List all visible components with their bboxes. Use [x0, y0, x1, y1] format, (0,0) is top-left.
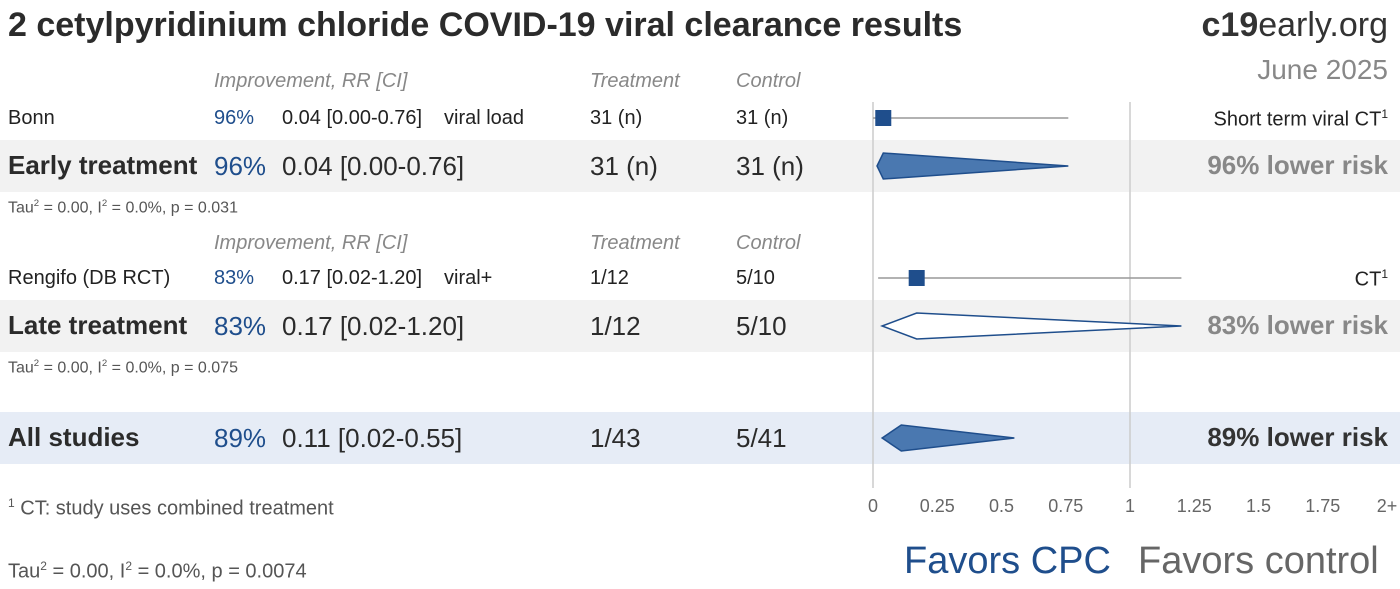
study-name[interactable]: Bonn — [8, 107, 55, 129]
study-outcome-label: CT1 — [1354, 267, 1388, 291]
study-rr: 0.17 [0.02-1.20] — [282, 267, 423, 289]
x-tick-label: 0.5 — [989, 496, 1014, 516]
group-rr: 0.11 [0.02-0.55] — [282, 423, 463, 453]
study-treatment: 1/12 — [590, 267, 629, 289]
group-stats: Tau2 = 0.00, I2 = 0.0%, p = 0.031 — [8, 198, 238, 217]
group-name-late: Late treatment — [8, 310, 188, 340]
study-outcome: viral load — [444, 107, 525, 129]
page-title: 2 cetylpyridinium chloride COVID-19 vira… — [8, 6, 963, 44]
x-tick-label: 0.25 — [920, 496, 955, 516]
study-outcome-label: Short term viral CT1 — [1213, 107, 1389, 131]
pooled-diamond — [880, 312, 1182, 340]
x-tick-label: 0.75 — [1048, 496, 1083, 516]
point-estimate-square — [875, 110, 892, 126]
brand-logo[interactable]: c19early.org — [1202, 6, 1389, 45]
group-risk: 89% lower risk — [1207, 422, 1388, 452]
point-estimate-square — [908, 270, 925, 286]
study-control: 31 (n) — [736, 107, 789, 129]
x-tick-label: 0 — [868, 496, 878, 516]
study-rr: 0.04 [0.00-0.76] — [282, 107, 423, 129]
group-risk: 83% lower risk — [1207, 310, 1388, 340]
brand-bold: c19 — [1201, 6, 1259, 44]
col-header-control: Control — [736, 232, 801, 254]
col-header-improvement: Improvement, RR [CI] — [214, 70, 408, 92]
footnote: 1 CT: study uses combined treatment — [8, 496, 334, 520]
early-band — [0, 140, 1400, 192]
group-rr: 0.17 [0.02-1.20] — [282, 311, 465, 341]
group-rr: 0.04 [0.00-0.76] — [282, 151, 465, 181]
pooled-diamond — [880, 424, 1015, 452]
group-risk: 96% lower risk — [1207, 150, 1388, 180]
group-control: 31 (n) — [736, 151, 804, 181]
favors-treatment-label: Favors CPC — [904, 540, 1111, 582]
brand-rest: early.org — [1258, 6, 1388, 44]
group-improvement: 89% — [214, 423, 267, 453]
date-label: June 2025 — [1257, 54, 1388, 85]
x-tick-label: 2+ — [1377, 496, 1398, 516]
study-outcome: viral+ — [444, 267, 493, 289]
overall-stats: Tau2 = 0.00, I2 = 0.0%, p = 0.0074 — [8, 559, 307, 583]
pooled-diamond — [876, 152, 1069, 180]
col-header-treatment: Treatment — [590, 232, 680, 254]
col-header-control: Control — [736, 70, 801, 92]
x-tick-label: 1.5 — [1246, 496, 1271, 516]
group-improvement: 96% — [214, 151, 267, 181]
group-name-all: All studies — [8, 422, 140, 452]
study-treatment: 31 (n) — [590, 107, 643, 129]
group-stats: Tau2 = 0.00, I2 = 0.0%, p = 0.075 — [8, 358, 238, 377]
group-name-early: Early treatment — [8, 150, 198, 180]
group-treatment: 1/43 — [590, 423, 641, 453]
group-improvement: 83% — [214, 311, 267, 341]
all-band — [0, 412, 1400, 464]
favors-control-label: Favors control — [1138, 540, 1379, 582]
x-tick-label: 1.75 — [1305, 496, 1340, 516]
study-improvement: 83% — [214, 267, 255, 289]
study-control: 5/10 — [736, 267, 775, 289]
x-tick-label: 1.25 — [1177, 496, 1212, 516]
study-name[interactable]: Rengifo (DB RCT) — [8, 267, 171, 289]
x-tick-label: 1 — [1125, 496, 1135, 516]
group-control: 5/10 — [736, 311, 787, 341]
study-improvement: 96% — [214, 107, 255, 129]
col-header-improvement: Improvement, RR [CI] — [214, 232, 408, 254]
group-treatment: 1/12 — [590, 311, 641, 341]
group-control: 5/41 — [736, 423, 787, 453]
group-treatment: 31 (n) — [590, 151, 658, 181]
col-header-treatment: Treatment — [590, 70, 680, 92]
